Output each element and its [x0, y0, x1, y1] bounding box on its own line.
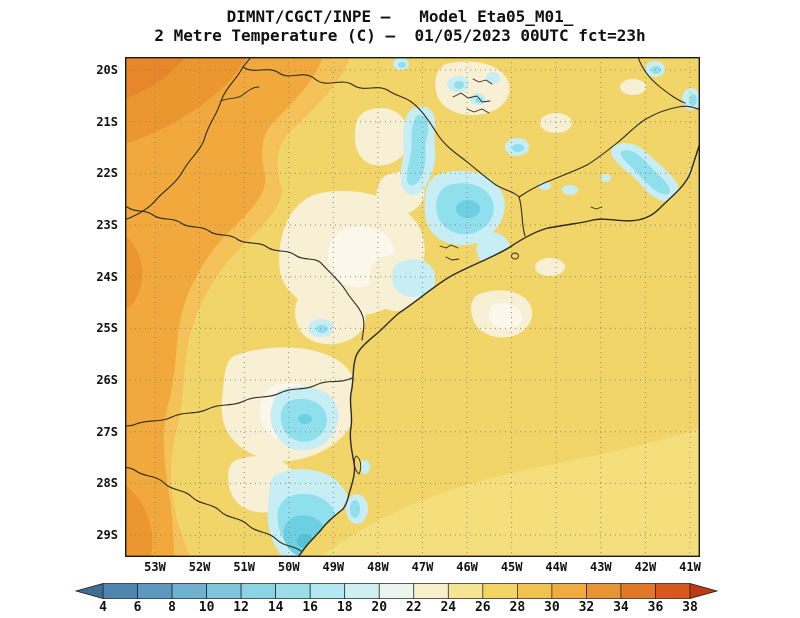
colorbar-tick: 30 — [544, 600, 560, 615]
colorbar-segment — [206, 583, 242, 599]
coastline — [297, 142, 700, 557]
lon-label: 52W — [188, 560, 211, 574]
lat-label: 27S — [96, 424, 118, 439]
colorbar-tick: 32 — [578, 600, 595, 615]
lon-label: 45W — [500, 560, 523, 574]
lon-label: 41W — [679, 560, 701, 574]
lon-label: 42W — [634, 560, 657, 574]
colorbar-segment — [309, 583, 346, 599]
lat-label: 26S — [96, 373, 118, 388]
lat-label: 28S — [96, 476, 118, 491]
colorbar-segment — [378, 583, 415, 599]
colorbar-segment — [551, 583, 587, 599]
lakes-and-reservoirs — [439, 78, 603, 261]
colorbar-segment — [102, 583, 138, 599]
colorbar-left-arrow — [75, 583, 104, 599]
colorbar-segment — [655, 583, 691, 599]
colorbar-tick: 24 — [440, 600, 457, 615]
colorbar-tick: 34 — [613, 600, 629, 615]
colorbar-tick: 18 — [336, 600, 353, 615]
colorbar-segment — [137, 583, 173, 599]
lon-label: 44W — [545, 560, 568, 574]
colorbar-tick: 36 — [647, 600, 664, 615]
colorbar-tick: 26 — [474, 600, 491, 615]
colorbar-tick: 20 — [371, 600, 388, 615]
colorbar-tick: 8 — [168, 600, 176, 615]
lon-label: 51W — [233, 560, 255, 574]
colorbar-tick: 16 — [302, 600, 318, 615]
colorbar-tick: 12 — [233, 600, 249, 615]
lat-label: 29S — [96, 528, 118, 543]
lat-label: 25S — [96, 321, 118, 336]
colorbar-segment — [275, 583, 311, 599]
islands — [353, 252, 519, 475]
map-frame — [125, 57, 700, 557]
colorbar-tick: 4 — [99, 600, 107, 615]
lat-axis: 20S 21S 22S 23S 24S 25S 26S 27S 28S 29S — [78, 0, 118, 618]
map-canvas — [125, 57, 700, 557]
colorbar-segment — [171, 583, 207, 599]
colorbar-segment — [240, 583, 276, 599]
colorbar-tick: 14 — [267, 600, 284, 615]
plot-title-model: DIMNT/CGCT/INPE – Model Eta05_M01_ — [226, 7, 574, 26]
lat-label: 22S — [96, 166, 118, 181]
lon-label: 53W — [144, 560, 166, 574]
colorbar-tick: 38 — [682, 600, 698, 615]
colorbar-segment — [517, 583, 553, 599]
lon-label: 48W — [367, 560, 389, 574]
colorbar-tick: 22 — [405, 600, 422, 615]
lon-label: 43W — [589, 560, 612, 574]
colorbar-segment — [482, 583, 518, 599]
ocean-temperature-shading — [320, 258, 700, 557]
colorbar-segment — [413, 583, 449, 599]
plot-title-field: 2 Metre Temperature (C) – 01/05/2023 00U… — [154, 26, 646, 45]
colorbar-segment — [586, 583, 622, 599]
colorbar-segment — [620, 583, 656, 599]
colorbar-ticks: 4 6 8 10 12 14 16 18 20 22 24 26 28 30 32 34 36 38 — [75, 600, 735, 616]
colorbar-segment — [344, 583, 380, 599]
colorbar-svg — [75, 583, 718, 599]
lon-label: 47W — [411, 560, 434, 574]
gridlines — [125, 57, 700, 557]
lat-label: 23S — [96, 218, 118, 232]
colorbar-tick: 10 — [198, 600, 215, 615]
colorbar-right-arrow — [689, 583, 718, 599]
lon-label: 50W — [277, 560, 300, 574]
colorbar-segment — [447, 583, 484, 599]
colorbar-tick: 28 — [509, 600, 526, 615]
lat-label: 24S — [96, 269, 118, 284]
lat-label: 21S — [96, 114, 118, 129]
lon-label: 49W — [322, 560, 345, 574]
lon-label: 46W — [456, 560, 478, 574]
lon-axis: 53W 52W 51W 50W 49W 48W 47W 46W 45W 44W 43W 42W 41W — [0, 560, 800, 576]
colorbar-tick: 6 — [133, 600, 142, 615]
lat-label: 20S — [96, 63, 118, 77]
